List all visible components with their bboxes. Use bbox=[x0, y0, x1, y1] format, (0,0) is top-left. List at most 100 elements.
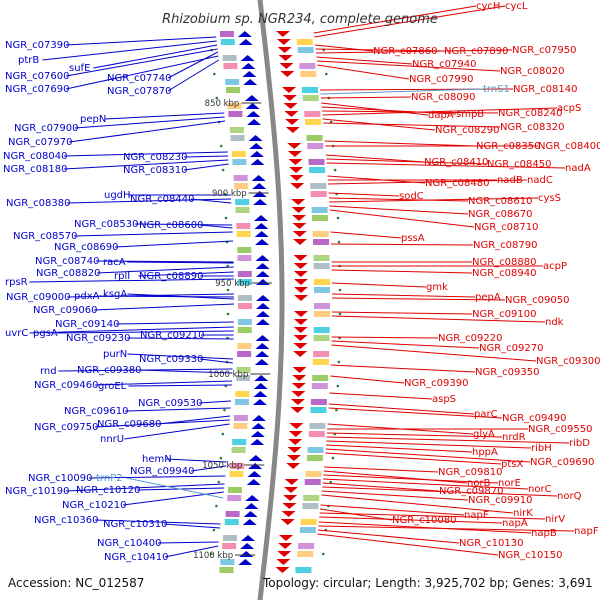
gene-label[interactable]: NGR_c07890 bbox=[444, 46, 509, 57]
gene-label[interactable]: NGR_c10410 bbox=[104, 552, 169, 563]
gene-label[interactable]: nadC bbox=[527, 175, 553, 186]
gene-label[interactable]: NGR_c07950 bbox=[512, 45, 577, 56]
gene-label[interactable]: NGR_c09060 bbox=[33, 305, 98, 316]
gene-label[interactable]: pepN bbox=[80, 114, 106, 125]
gene-label[interactable]: NGR_c08880 bbox=[472, 257, 537, 268]
gene-label[interactable]: NGR_c08530 bbox=[74, 219, 139, 230]
gene-label[interactable]: NGR_c07390 bbox=[5, 40, 70, 51]
gene-label[interactable]: NGR_c08310 bbox=[123, 165, 188, 176]
gene-label[interactable]: NGR_c09210 bbox=[140, 330, 205, 341]
gene-label[interactable]: NGR_c08180 bbox=[3, 164, 68, 175]
gene-label[interactable]: NGR_c09690 bbox=[530, 457, 595, 468]
gene-label[interactable]: ribH bbox=[531, 443, 552, 454]
gene-label[interactable]: groEL bbox=[98, 381, 127, 392]
gene-label[interactable]: norQ bbox=[557, 491, 582, 502]
gene-label[interactable]: NGR_c10150 bbox=[498, 550, 563, 561]
gene-label[interactable]: NGR_c07690 bbox=[5, 84, 70, 95]
gene-label[interactable]: NGR_c09810 bbox=[438, 467, 503, 478]
gene-label[interactable]: NGR_c09680 bbox=[97, 419, 162, 430]
gene-label[interactable]: NGR_c09870 bbox=[439, 486, 504, 497]
gene-label[interactable]: nadA bbox=[565, 163, 591, 174]
gene-label[interactable]: aspS bbox=[432, 394, 456, 405]
gene-label[interactable]: NGR_c07860 bbox=[373, 46, 438, 57]
gene-label[interactable]: ptsX bbox=[501, 459, 523, 470]
gene-label[interactable]: acpS bbox=[557, 103, 581, 114]
gene-label[interactable]: norB bbox=[467, 478, 491, 489]
gene-label[interactable]: NGR_c08710 bbox=[474, 222, 539, 233]
gene-label[interactable]: nirK bbox=[513, 508, 533, 519]
gene-label[interactable]: dapA bbox=[428, 110, 454, 121]
gene-label[interactable]: smpB bbox=[456, 109, 484, 120]
gene-label[interactable]: trnP2 bbox=[96, 473, 123, 484]
gene-label[interactable]: acpP bbox=[543, 261, 567, 272]
gene-label[interactable]: uvrC bbox=[5, 328, 28, 339]
gene-label[interactable]: NGR_c09230 bbox=[66, 333, 131, 344]
gene-label[interactable]: NGR_c08740 bbox=[35, 256, 100, 267]
gene-label[interactable]: NGR_c08790 bbox=[473, 240, 538, 251]
gene-label[interactable]: NGR_c09050 bbox=[505, 295, 570, 306]
gene-label[interactable]: ndk bbox=[545, 317, 564, 328]
gene-label[interactable]: nadB bbox=[497, 175, 523, 186]
gene-label[interactable]: NGR_c09330 bbox=[139, 354, 204, 365]
gene-label[interactable]: pssA bbox=[401, 233, 425, 244]
gene-label[interactable]: ribD bbox=[569, 438, 590, 449]
gene-label[interactable]: NGR_c07990 bbox=[409, 74, 474, 85]
gene-label[interactable]: NGR_c10190 bbox=[5, 486, 70, 497]
gene-label[interactable]: NGR_c09490 bbox=[502, 413, 567, 424]
gene-label[interactable]: NGR_c08230 bbox=[123, 152, 188, 163]
gene-label[interactable]: NGR_c10080 bbox=[392, 515, 457, 526]
gene-label[interactable]: norC bbox=[528, 484, 552, 495]
gene-label[interactable]: pepA bbox=[475, 292, 501, 303]
gene-label[interactable]: gmk bbox=[426, 282, 448, 293]
gene-label[interactable]: NGR_c08400 bbox=[538, 141, 600, 152]
gene-label[interactable]: NGR_c10130 bbox=[459, 538, 524, 549]
gene-label[interactable]: cysS bbox=[538, 193, 561, 204]
gene-label[interactable]: NGR_c09000 bbox=[6, 292, 71, 303]
gene-label[interactable]: NGR_c09270 bbox=[479, 343, 544, 354]
gene-label[interactable]: hemN bbox=[142, 454, 172, 465]
gene-label[interactable]: NGR_c09300 bbox=[536, 356, 600, 367]
gene-label[interactable]: NGR_c08440 bbox=[130, 194, 195, 205]
gene-label[interactable]: NGR_c08140 bbox=[513, 84, 578, 95]
gene-label[interactable]: sodC bbox=[399, 191, 424, 202]
gene-label[interactable]: NGR_c09460 bbox=[34, 380, 99, 391]
gene-label[interactable]: NGR_c09550 bbox=[528, 424, 593, 435]
gene-label[interactable]: NGR_c08600 bbox=[139, 220, 204, 231]
gene-label[interactable]: napE bbox=[464, 510, 489, 521]
gene-label[interactable]: NGR_c09750 bbox=[34, 422, 99, 433]
gene-label[interactable]: cycH bbox=[476, 1, 500, 12]
gene-label[interactable]: NGR_c08290 bbox=[435, 125, 500, 136]
gene-label[interactable]: NGR_c08380 bbox=[6, 198, 71, 209]
gene-label[interactable]: NGR_c08610 bbox=[468, 196, 533, 207]
gene-label[interactable]: rplI bbox=[114, 271, 130, 282]
gene-label[interactable]: NGR_c09530 bbox=[138, 398, 203, 409]
gene-label[interactable]: NGR_c09610 bbox=[64, 406, 129, 417]
gene-label[interactable]: NGR_c08890 bbox=[139, 271, 204, 282]
gene-label[interactable]: ksgA bbox=[103, 289, 127, 300]
gene-label[interactable]: NGR_c08450 bbox=[487, 159, 552, 170]
gene-label[interactable]: rpsR bbox=[5, 277, 28, 288]
gene-label[interactable]: ugdH bbox=[104, 190, 131, 201]
gene-label[interactable]: sufE bbox=[69, 63, 90, 74]
gene-label[interactable]: NGR_c09350 bbox=[475, 367, 540, 378]
gene-label[interactable]: NGR_c07970 bbox=[8, 137, 73, 148]
gene-label[interactable]: NGR_c08040 bbox=[3, 151, 68, 162]
gene-label[interactable]: pgsA bbox=[33, 328, 58, 339]
gene-label[interactable]: NGR_c07600 bbox=[5, 71, 70, 82]
gene-label[interactable]: nrdR bbox=[502, 432, 526, 443]
gene-label[interactable]: NGR_c08410 bbox=[424, 157, 489, 168]
gene-label[interactable]: NGR_c09940 bbox=[130, 466, 195, 477]
gene-label[interactable]: NGR_c08570 bbox=[13, 231, 78, 242]
gene-label[interactable]: hppA bbox=[472, 447, 498, 458]
gene-label[interactable]: NGR_c07940 bbox=[412, 59, 477, 70]
gene-label[interactable]: nirV bbox=[545, 514, 565, 525]
gene-label[interactable]: NGR_c08940 bbox=[472, 268, 537, 279]
gene-label[interactable]: racA bbox=[103, 257, 126, 268]
gene-label[interactable]: NGR_c07900 bbox=[14, 123, 79, 134]
gene-label[interactable]: nnrU bbox=[100, 434, 124, 445]
gene-label[interactable]: NGR_c08350 bbox=[476, 141, 541, 152]
gene-label[interactable]: napF bbox=[574, 526, 599, 537]
gene-label[interactable]: NGR_c08020 bbox=[500, 66, 565, 77]
gene-label[interactable]: NGR_c10210 bbox=[62, 500, 127, 511]
gene-label[interactable]: ptrB bbox=[18, 55, 39, 66]
